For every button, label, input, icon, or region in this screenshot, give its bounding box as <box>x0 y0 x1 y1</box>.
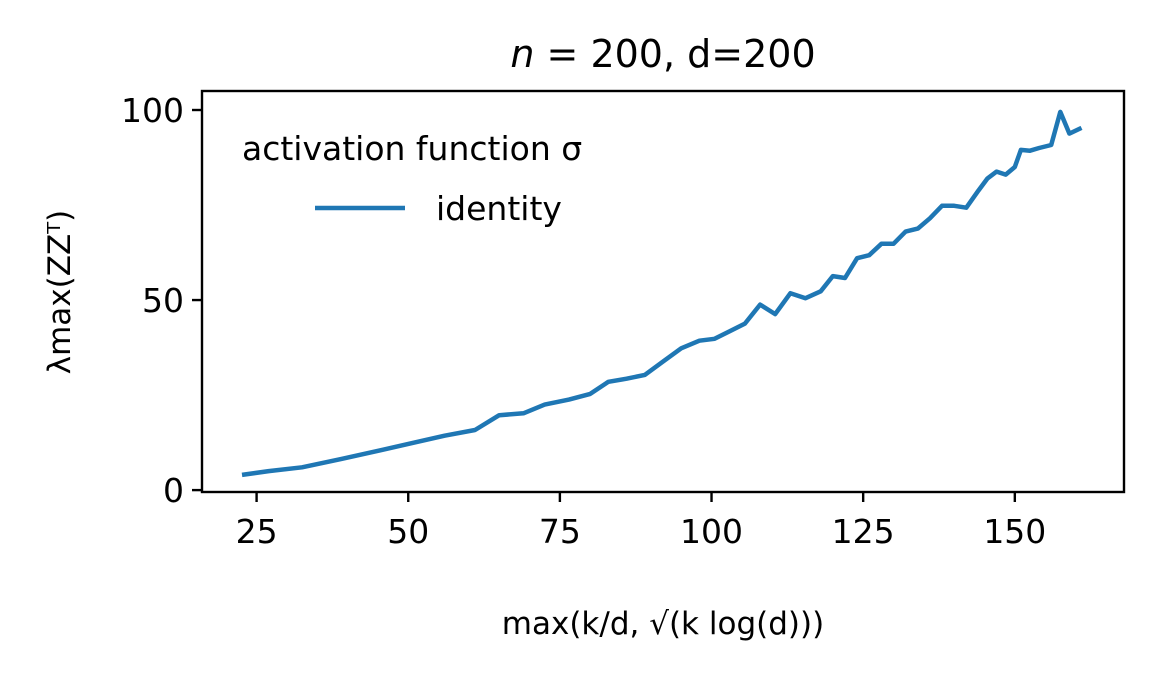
x-axis-label: max(k/d, √(k log(d))) <box>502 606 824 642</box>
plot-area <box>200 89 1126 494</box>
x-axis: 25 50 75 100 125 150 <box>236 492 1046 551</box>
y-tick-label: 100 <box>121 91 184 130</box>
chart-title: n = 200, d=200 <box>510 32 815 76</box>
legend: activation function σ identity <box>242 129 582 228</box>
x-tick-label: 50 <box>387 512 429 551</box>
y-axis-label: λmax(ZZᵀ) <box>42 210 78 374</box>
legend-title: activation function σ <box>242 129 582 168</box>
x-tick-label: 125 <box>832 512 895 551</box>
x-tick-label: 25 <box>236 512 278 551</box>
series-points-identity <box>241 111 1082 475</box>
chart-title-rest: = 200, d=200 <box>534 32 815 76</box>
x-tick-label: 100 <box>680 512 743 551</box>
y-tick-label: 0 <box>163 471 184 510</box>
x-tick-label: 150 <box>983 512 1046 551</box>
legend-entry-identity: identity <box>436 189 562 228</box>
chart-title-n: n <box>510 32 534 76</box>
y-axis: 0 50 100 <box>121 91 202 510</box>
y-tick-label: 50 <box>142 281 184 320</box>
x-tick-label: 75 <box>539 512 581 551</box>
